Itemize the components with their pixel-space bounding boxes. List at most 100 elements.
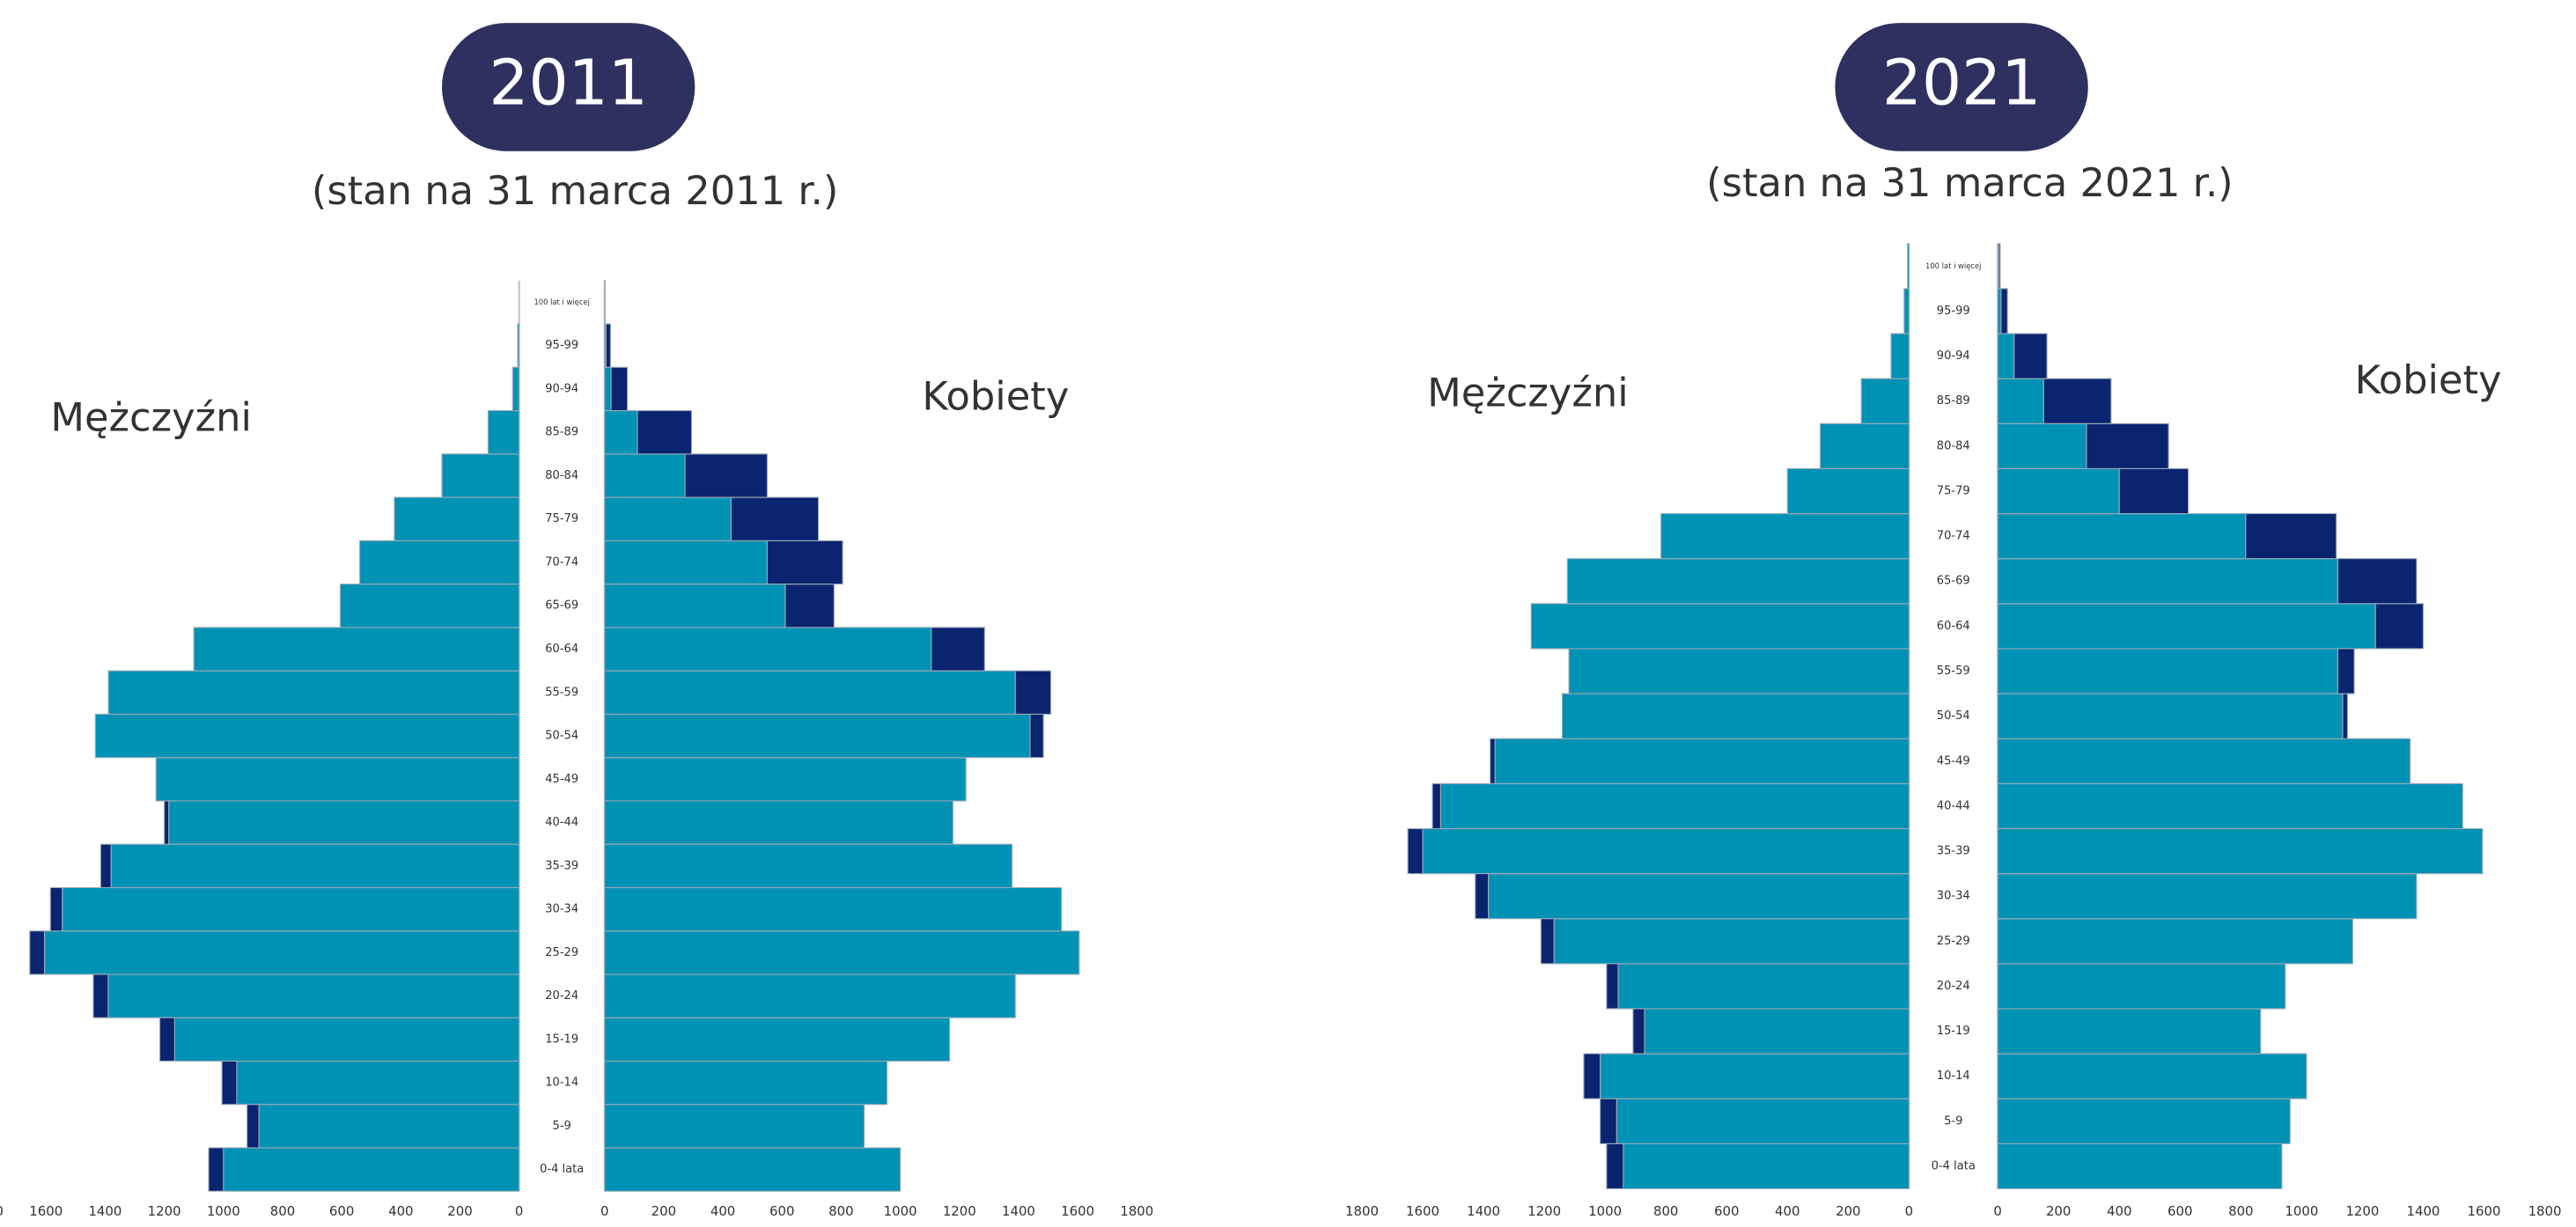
bar: [1997, 1143, 2283, 1190]
bar: [44, 930, 520, 975]
bar: [1997, 963, 2286, 1010]
age-label: 45-49: [1937, 754, 1970, 768]
bar: [107, 670, 520, 715]
x-tick-label: 800: [270, 1203, 295, 1219]
age-label: 65-69: [1937, 575, 1970, 588]
bar: [931, 627, 985, 672]
bar: [1997, 1053, 2307, 1099]
x-tick-label: 400: [1775, 1203, 1800, 1219]
age-label: 80-84: [1937, 439, 1970, 452]
x-tick-label: 200: [2046, 1203, 2071, 1219]
chart-subtitle: (stan na 31 marca 2011 r.): [312, 167, 838, 214]
x-tick-label: 1400: [88, 1203, 121, 1219]
x-tick-label: 1400: [1467, 1203, 1500, 1219]
bar: [1617, 963, 1910, 1010]
x-tick-label: 200: [651, 1203, 676, 1219]
bar: [339, 584, 520, 628]
bar: [1583, 1053, 1601, 1099]
title-badge: [441, 23, 696, 151]
age-label: 25-29: [1937, 935, 1970, 948]
age-label: 95-99: [1937, 305, 1970, 318]
bar: [223, 1147, 520, 1192]
bar: [604, 670, 1016, 715]
bar: [1407, 827, 1424, 875]
bar: [604, 453, 686, 498]
x-tick-label: 600: [329, 1203, 354, 1219]
bar: [517, 323, 520, 368]
age-label: 100 lat i więcej: [534, 298, 589, 306]
bar: [604, 843, 1013, 889]
x-tick-label: 1800: [0, 1203, 4, 1219]
bar: [1997, 693, 2344, 739]
bar: [604, 1147, 902, 1192]
x-tick-label: 0: [600, 1203, 608, 1219]
x-tick-label: 200: [1836, 1203, 1860, 1219]
bar: [1997, 603, 2376, 650]
bar: [110, 843, 520, 889]
bar: [1997, 918, 2353, 965]
bar: [1432, 782, 1441, 830]
age-label: 20-24: [545, 989, 578, 1003]
age-label: 40-44: [545, 816, 578, 829]
x-tick-label: 1000: [1588, 1203, 1622, 1219]
bar: [2337, 648, 2355, 694]
bar: [1997, 648, 2339, 694]
age-label: 15-19: [1937, 1025, 1970, 1038]
bar: [2086, 422, 2169, 469]
age-label: 75-79: [1937, 484, 1970, 497]
bar: [604, 496, 732, 541]
bar: [1820, 422, 1910, 469]
x-tick-label: 1200: [2345, 1203, 2379, 1219]
bar: [94, 713, 520, 759]
bar: [604, 366, 612, 412]
x-tick-label: 1000: [207, 1203, 240, 1219]
age-label: 15-19: [545, 1032, 578, 1046]
bar: [604, 800, 953, 845]
age-label: 55-59: [545, 686, 578, 699]
x-tick-label: 1600: [1061, 1203, 1094, 1219]
x-tick-label: 1600: [29, 1203, 63, 1219]
bar: [62, 886, 520, 932]
age-label: 85-89: [545, 426, 578, 439]
bar: [766, 540, 843, 585]
x-tick-label: 1800: [1345, 1203, 1379, 1219]
x-tick-label: 200: [447, 1203, 472, 1219]
bar: [1475, 873, 1490, 920]
x-tick-label: 0: [1905, 1203, 1913, 1219]
bar: [1997, 1098, 2291, 1144]
bar: [221, 1060, 238, 1106]
bar: [1566, 558, 1910, 605]
age-label: 25-29: [545, 946, 578, 959]
age-label: 35-39: [1937, 845, 1970, 858]
bar: [1530, 603, 1910, 650]
bar: [604, 540, 769, 585]
bar: [512, 366, 520, 412]
bar: [1644, 1008, 1910, 1054]
x-tick-label: 1400: [1002, 1203, 1035, 1219]
x-tick-label: 600: [2168, 1203, 2192, 1219]
x-tick-label: 400: [2107, 1203, 2131, 1219]
bar: [236, 1060, 520, 1106]
bar: [604, 1104, 865, 1149]
bar: [2342, 693, 2349, 739]
bar: [2042, 378, 2112, 424]
x-tick-label: 400: [710, 1203, 735, 1219]
x-tick-label: 1200: [148, 1203, 181, 1219]
bar: [1553, 918, 1910, 965]
bar: [173, 1017, 520, 1062]
bar: [92, 974, 109, 1018]
x-tick-label: 1400: [2406, 1203, 2440, 1219]
bar: [394, 496, 520, 541]
x-tick-label: 1600: [2468, 1203, 2501, 1219]
bar: [1997, 873, 2418, 920]
age-label: 55-59: [1937, 665, 1970, 678]
age-label: 30-34: [1937, 890, 1970, 903]
age-label: 45-49: [545, 773, 578, 786]
age-label: 10-14: [545, 1076, 578, 1090]
bar: [1561, 693, 1910, 739]
bar: [1616, 1098, 1910, 1144]
bar: [208, 1147, 224, 1192]
bar: [1606, 963, 1619, 1010]
x-tick-label: 1800: [2528, 1203, 2562, 1219]
